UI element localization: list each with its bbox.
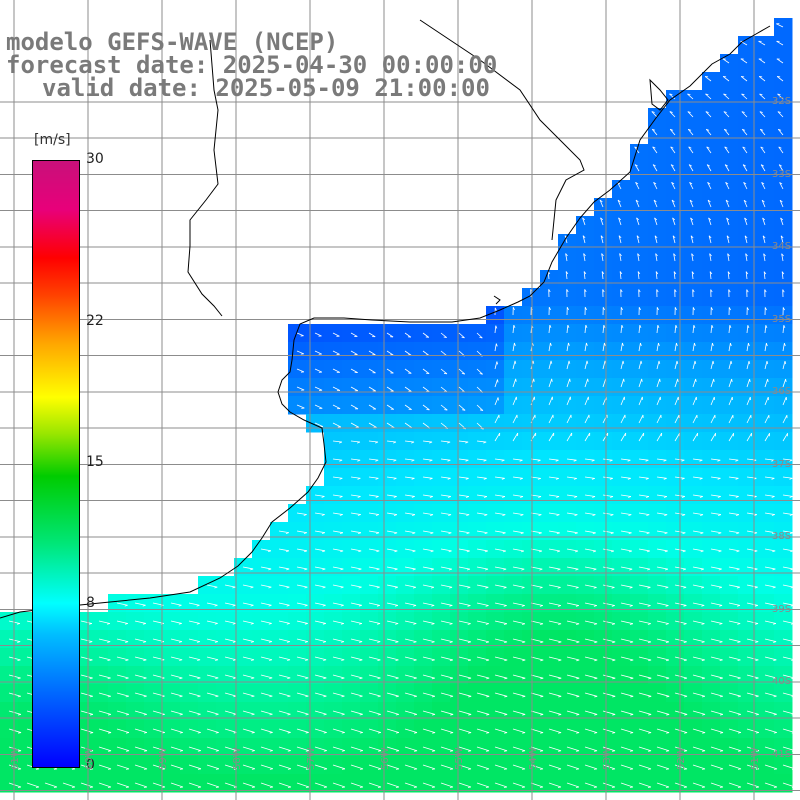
- latitude-label: 39S: [772, 603, 792, 615]
- longitude-label: 61W: [10, 747, 21, 770]
- longitude-label: 52W: [676, 747, 687, 770]
- longitude-label: 53W: [602, 747, 613, 770]
- latitude-label: 34S: [772, 241, 792, 252]
- longitude-label: 58W: [232, 747, 243, 770]
- latitude-label: 33S: [772, 168, 792, 180]
- model-title: modelo GEFS-WAVE (NCEP): [6, 28, 339, 56]
- latitude-label: 41S: [772, 748, 792, 760]
- longitude-label: 60W: [84, 747, 95, 770]
- longitude-label: 51W: [750, 747, 761, 770]
- brazil-border: [419, 19, 585, 241]
- colorbar-tick-label: 15: [86, 454, 104, 470]
- colorbar-tick-label: 0: [86, 757, 95, 773]
- latitude-label: 38S: [772, 531, 792, 542]
- forecast-date: forecast date: 2025-04-30 00:00:00: [6, 51, 498, 79]
- longitude-label: 55W: [454, 747, 465, 770]
- colorbar-tick-label: 22: [86, 312, 104, 329]
- latitude-label: 32S: [772, 96, 792, 107]
- colorbar-unit: [m/s]: [34, 132, 71, 148]
- colorbar: [32, 160, 80, 768]
- latitude-label: 36S: [772, 386, 792, 397]
- longitude-label: 56W: [380, 747, 391, 770]
- river-uruguay-border: [187, 39, 223, 317]
- longitude-label: 54W: [528, 747, 539, 770]
- river-plate-islands: [493, 295, 501, 305]
- lagoon: [649, 78, 669, 111]
- coastline: [0, 25, 771, 619]
- longitude-label: 57W: [306, 747, 317, 770]
- longitude-label: 59W: [158, 747, 169, 770]
- latitude-label: 40S: [772, 676, 792, 687]
- valid-date: valid date: 2025-05-09 21:00:00: [42, 74, 490, 102]
- colorbar-tick-label: 8: [86, 595, 95, 612]
- latitude-label: 37S: [772, 458, 792, 470]
- latitude-label: 35S: [772, 313, 792, 325]
- colorbar-tick-label: 30: [86, 151, 104, 167]
